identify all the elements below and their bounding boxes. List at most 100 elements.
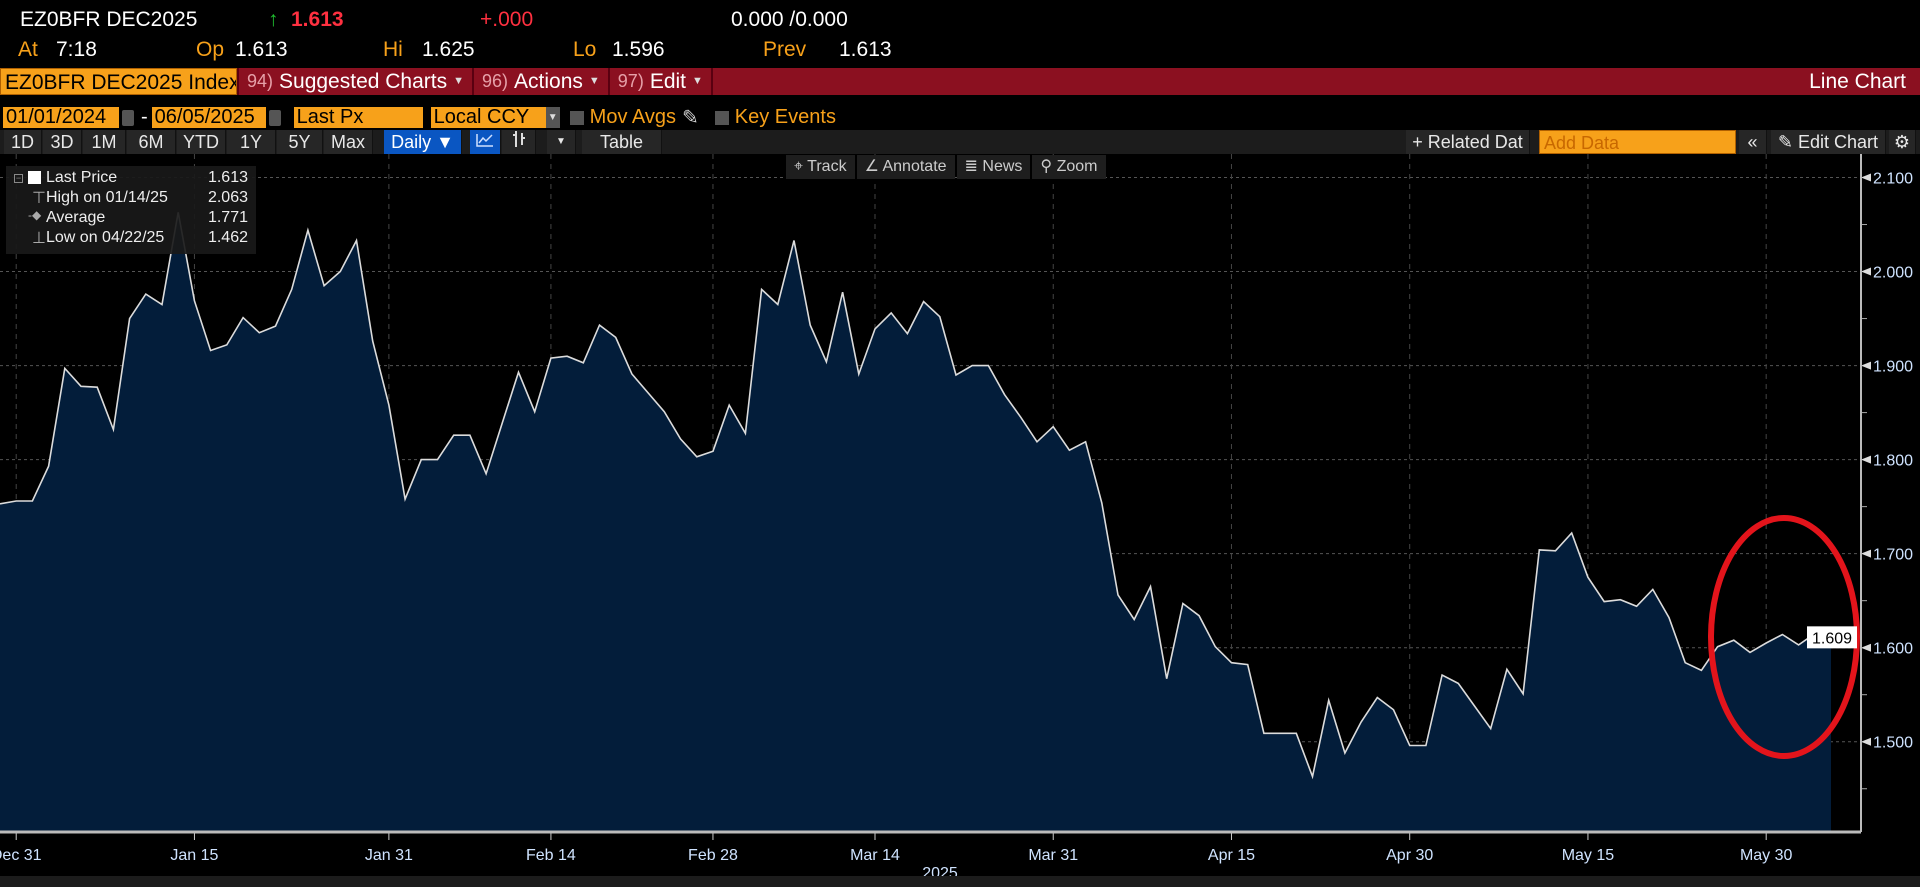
zoom-tool[interactable]: ⚲ Zoom [1032, 155, 1106, 179]
last-price: 1.613 [291, 8, 344, 31]
actions-menu[interactable]: 96) Actions ▼ [472, 68, 608, 95]
y-tick-marker [1861, 267, 1871, 276]
security-field[interactable]: EZ0BFR DEC2025 Index [0, 68, 237, 95]
chart-type-title: Line Chart [1809, 70, 1906, 93]
menu-bar: EZ0BFR DEC2025 Index 94) Suggested Charts… [0, 68, 1920, 95]
dropdown-arrow-icon[interactable]: ▼ [545, 107, 560, 128]
y-tick-label: 1.900 [1873, 359, 1913, 376]
key-events-checkbox[interactable] [714, 110, 729, 125]
x-tick-label: Mar 14 [850, 847, 900, 864]
date-separator: - [141, 106, 148, 128]
high-value: 1.625 [422, 38, 475, 61]
field-select[interactable]: Last Px [293, 107, 423, 128]
legend-last-label: Last Price [46, 169, 118, 186]
menu-number: 97) [617, 71, 644, 91]
pencil-icon: ✎ [1777, 132, 1799, 152]
period-5y[interactable]: 5Y [277, 130, 323, 154]
menu-label: Edit [649, 70, 686, 93]
legend-low-value: 1.462 [207, 229, 248, 246]
zoom-icon: ⚲ [1040, 158, 1057, 175]
suggested-charts-menu[interactable]: 94) Suggested Charts ▼ [237, 68, 472, 95]
edit-chart-button[interactable]: ✎ Edit Chart [1771, 130, 1886, 154]
currency-select[interactable]: Local CCY [430, 107, 546, 128]
current-value-marker: 1.609 [1807, 626, 1857, 649]
key-events-label: Key Events [734, 106, 836, 128]
legend-low-label: Low on 04/22/25 [46, 229, 165, 246]
collapse-icon[interactable]: « [1739, 130, 1767, 154]
calendar-icon[interactable] [268, 109, 281, 126]
bid-ask: 0.000 /0.000 [731, 8, 848, 31]
y-tick-label: 1.700 [1873, 547, 1913, 564]
menu-label: Suggested Charts [279, 70, 448, 93]
period-ytd[interactable]: YTD [177, 130, 226, 154]
annotate-label: Annotate [882, 158, 947, 175]
y-tick-marker [1861, 549, 1871, 558]
collapse-legend-icon[interactable]: − [14, 173, 23, 183]
x-tick-label: Jan 31 [365, 847, 413, 864]
gear-icon[interactable]: ⚙ [1889, 130, 1916, 154]
frequency-dropdown[interactable]: Daily ▼ [384, 130, 462, 154]
chart-toolbar: 1D 3D 1M 6M YTD 1Y 5Y Max Daily ▼ ▼ Tabl… [0, 130, 1920, 154]
mov-avgs-checkbox[interactable] [569, 110, 584, 125]
y-tick-marker [1861, 737, 1871, 746]
track-tool[interactable]: ⌖ Track [786, 155, 855, 179]
y-tick-marker [1861, 173, 1871, 182]
edit-menu[interactable]: 97) Edit ▼ [607, 68, 713, 95]
low-value: 1.596 [612, 38, 665, 61]
chart-legend: − Last Price 1.613 ⊤ High on 01/14/25 2.… [6, 166, 256, 254]
news-tool[interactable]: ≣ News [956, 155, 1031, 179]
x-tick-label: May 15 [1562, 847, 1615, 864]
ticker: EZ0BFR DEC2025 [20, 8, 198, 31]
price-chart[interactable]: 1.500 1.600 1.700 1.800 1.900 2.000 2.100 Dec 3… [0, 154, 1920, 887]
x-tick-label: Feb 14 [526, 847, 576, 864]
annotate-tool[interactable]: ∠ Annotate [856, 155, 955, 179]
status-bar [0, 876, 1920, 887]
prev-value: 1.613 [839, 38, 892, 61]
period-1y[interactable]: 1Y [227, 130, 276, 154]
table-button[interactable]: Table [582, 130, 662, 154]
legend-average-label: Average [46, 209, 106, 226]
add-data-input[interactable]: Add Data [1539, 130, 1736, 154]
period-max[interactable]: Max [324, 130, 373, 154]
y-tick-label: 1.800 [1873, 453, 1913, 470]
chart-tools: ⌖ Track ∠ Annotate ≣ News ⚲ Zoom [786, 155, 1108, 179]
at-value: 7:18 [56, 38, 97, 61]
calendar-icon[interactable] [122, 109, 134, 126]
pencil-icon[interactable]: ✎ [682, 107, 699, 129]
annotate-icon: ∠ [864, 158, 883, 175]
zoom-label: Zoom [1056, 158, 1098, 175]
x-tick-label: Dec 31 [0, 847, 42, 864]
related-data-button[interactable]: + Related Dat [1406, 130, 1530, 154]
settings-row: 01/01/2024 - 06/05/2025 Last Px Local CC… [0, 106, 836, 129]
end-date-input[interactable]: 06/05/2025 [151, 107, 266, 128]
period-3d[interactable]: 3D [43, 130, 82, 154]
x-tick-label: Apr 15 [1208, 847, 1255, 864]
x-tick-label: Mar 31 [1028, 847, 1078, 864]
x-tick-label: Feb 28 [688, 847, 738, 864]
x-tick-label: Jan 15 [170, 847, 218, 864]
bar-chart-icon[interactable] [502, 130, 536, 154]
edit-chart-label: Edit Chart [1798, 132, 1879, 152]
caret-down-icon: ▼ [588, 75, 600, 87]
period-1d[interactable]: 1D [4, 130, 42, 154]
period-1m[interactable]: 1M [83, 130, 126, 154]
start-date-input[interactable]: 01/01/2024 [3, 107, 119, 128]
open-value: 1.613 [235, 38, 288, 61]
chart-type-dropdown-icon[interactable]: ▼ [547, 130, 576, 154]
at-label: At [18, 38, 38, 61]
caret-down-icon: ▼ [453, 75, 465, 87]
current-value-box [1807, 626, 1857, 649]
legend-last-value: 1.613 [207, 169, 248, 186]
news-label: News [982, 158, 1023, 175]
track-label: Track [807, 158, 847, 175]
high-label: Hi [383, 38, 403, 61]
line-chart-icon[interactable] [470, 130, 501, 154]
price-line [0, 212, 1832, 780]
news-icon: ≣ [964, 158, 983, 175]
open-label: Op [196, 38, 225, 61]
period-6m[interactable]: 6M [127, 130, 176, 154]
y-tick-label: 1.500 [1873, 735, 1913, 752]
menu-number: 96) [482, 71, 509, 91]
high-marker-icon: ⊤ [32, 190, 46, 207]
low-marker-icon: ⊥ [32, 230, 46, 247]
